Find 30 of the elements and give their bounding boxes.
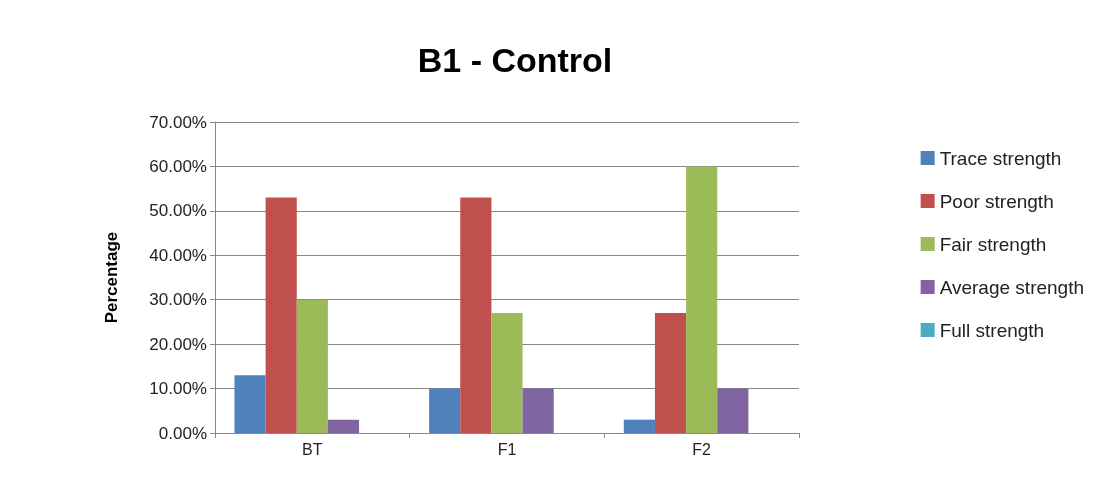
chart-title: B1 - Control — [417, 41, 613, 79]
y-tick-label: 60.00% — [149, 156, 207, 176]
x-tick-label: BT — [302, 440, 323, 458]
x-tick-label: F2 — [692, 440, 712, 458]
legend-label: Poor strength — [939, 190, 1054, 212]
bar — [460, 197, 492, 433]
bar — [265, 197, 297, 433]
bar — [623, 419, 655, 433]
y-tick-label: 50.00% — [149, 201, 207, 221]
y-tick-label: 10.00% — [149, 379, 207, 399]
bar — [491, 313, 523, 433]
y-tick-label: 30.00% — [149, 290, 207, 310]
y-tick-label: 20.00% — [149, 334, 207, 354]
legend-label: Average strength — [939, 276, 1084, 298]
legend-label: Full strength — [939, 319, 1045, 341]
legend-label: Fair strength — [939, 233, 1047, 255]
bar — [327, 419, 360, 433]
x-tick-label: F1 — [497, 440, 517, 458]
y-tick-label: 0.00% — [158, 423, 207, 443]
bar — [717, 388, 749, 433]
legend-label: Trace strength — [939, 147, 1062, 169]
bar — [654, 313, 687, 433]
bar — [522, 388, 554, 433]
bar — [686, 166, 718, 433]
bar — [296, 299, 328, 433]
y-axis-title: Percentage — [102, 231, 121, 324]
bar — [429, 388, 461, 433]
bar — [234, 375, 266, 433]
y-tick-label: 40.00% — [149, 245, 207, 265]
y-tick-label: 70.00% — [149, 112, 207, 132]
